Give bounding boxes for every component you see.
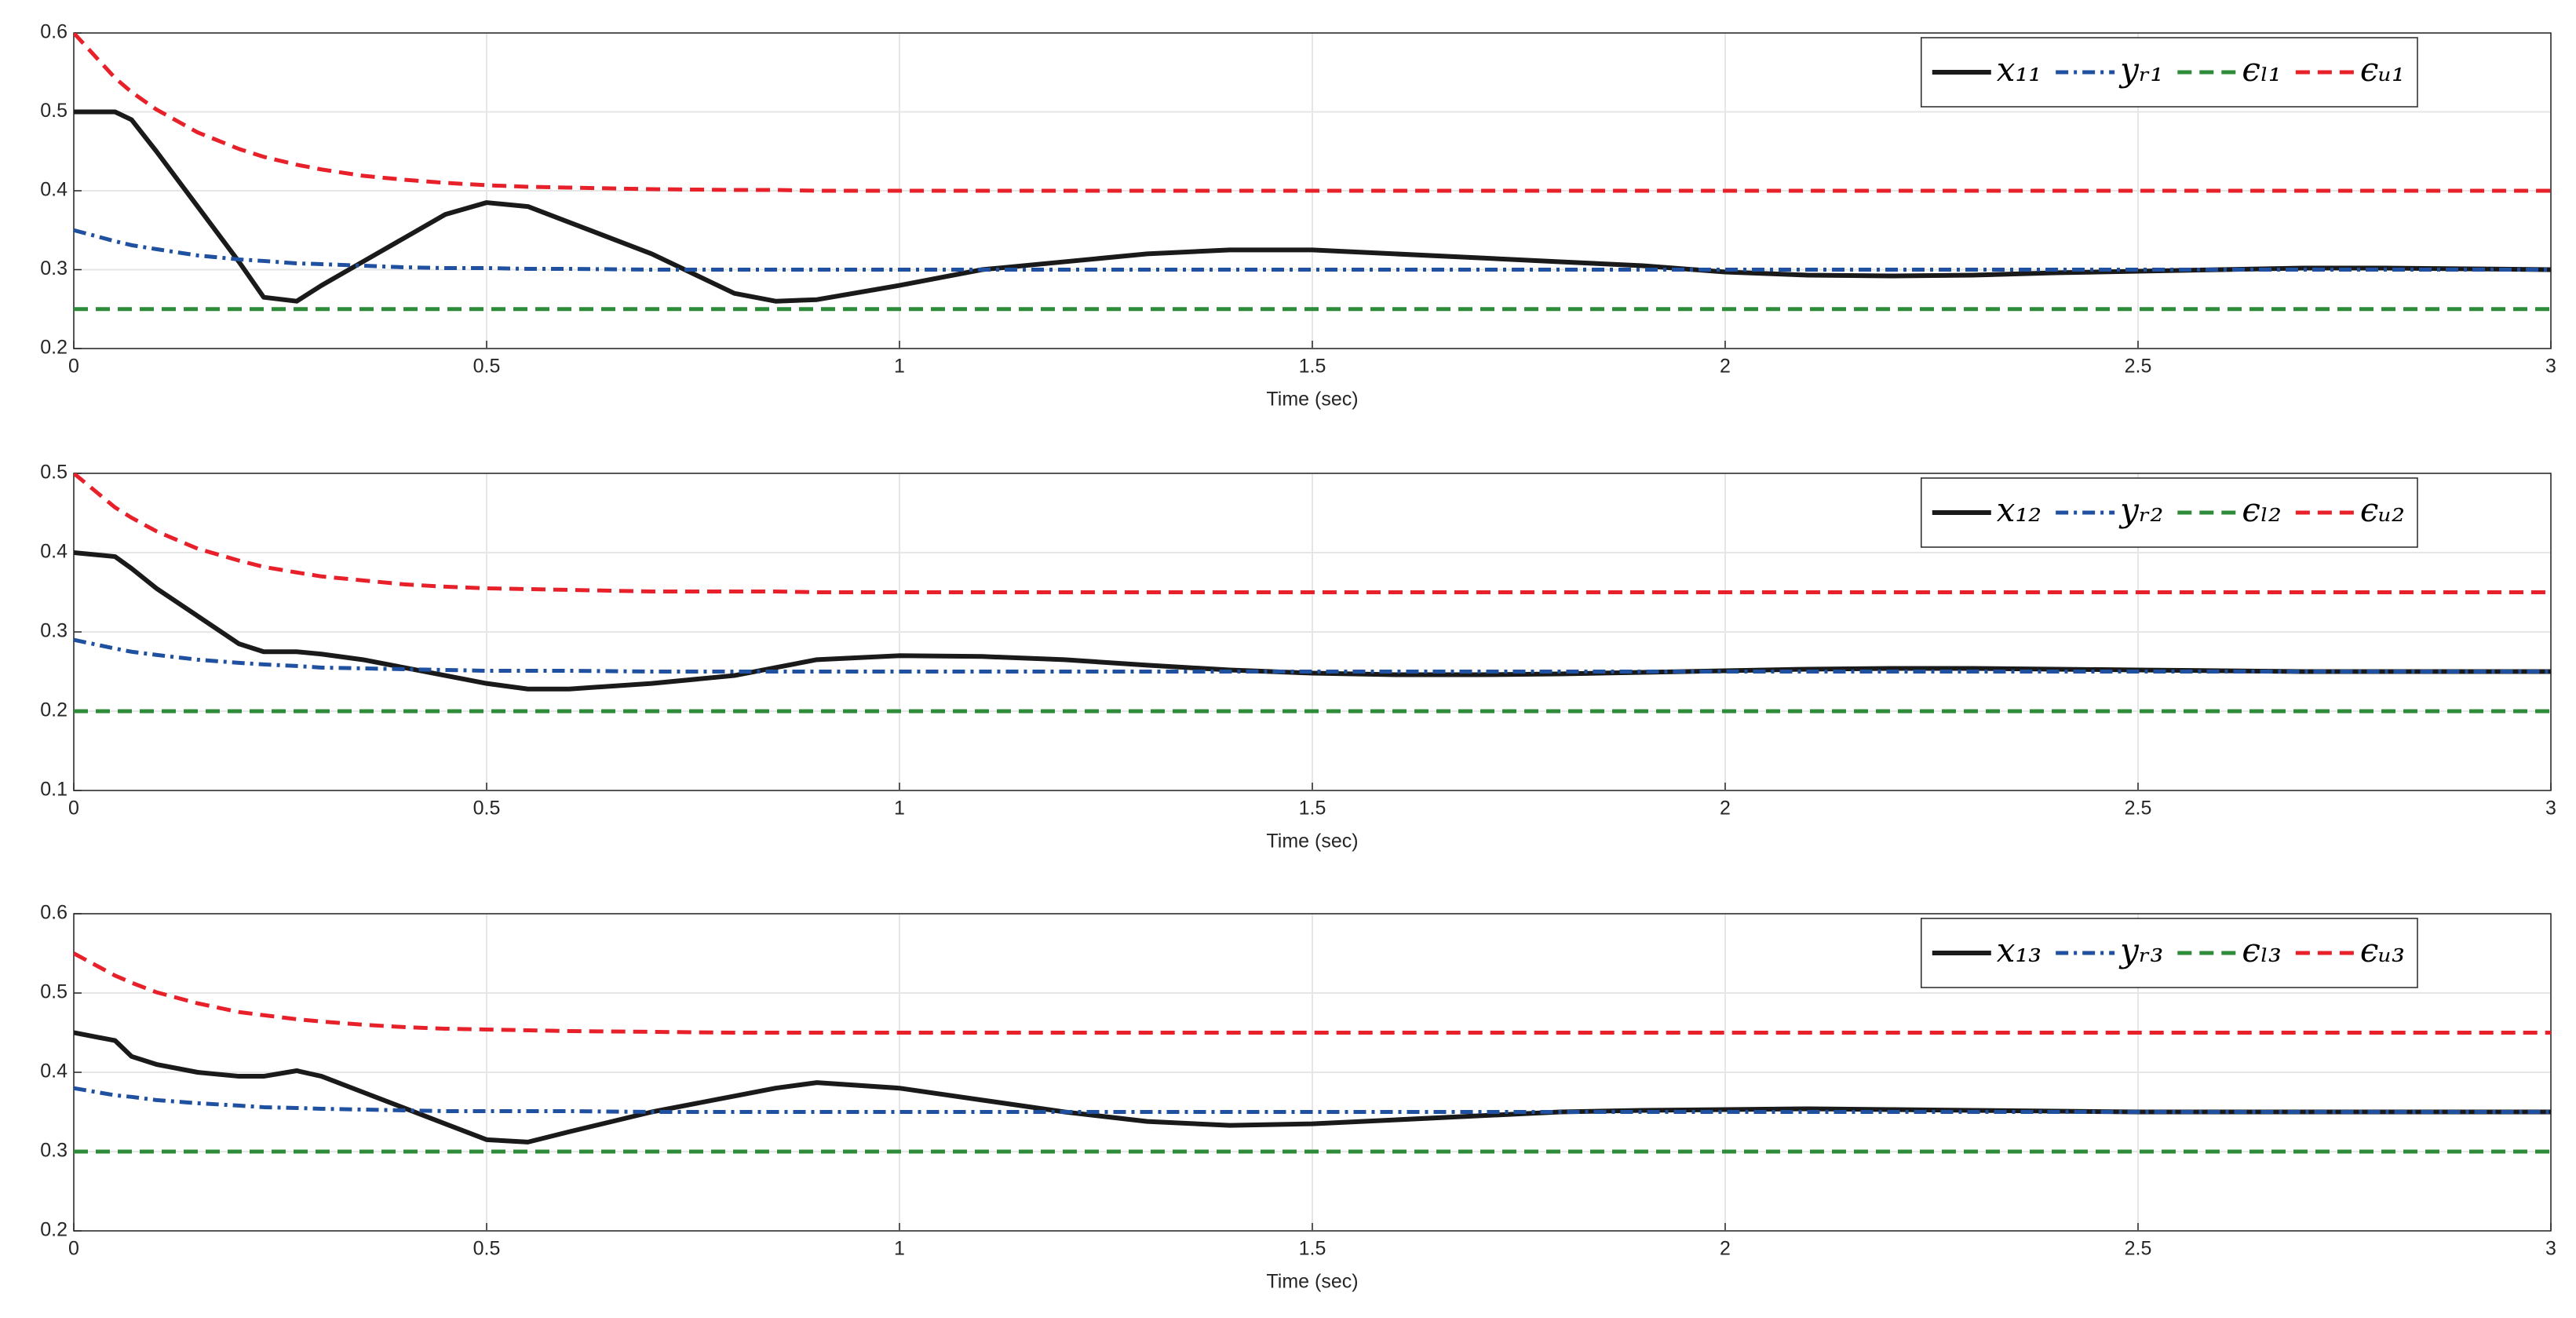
y-tick-label: 0.4 (40, 179, 68, 201)
x-tick-label: 1.5 (1299, 798, 1326, 820)
legend: x₁₁ yᵣ₁ ϵₗ₁ ϵᵤ₁ (1921, 37, 2418, 108)
x-tick-label: 2.5 (2125, 798, 2152, 820)
x-tick-label: 2.5 (2125, 1238, 2152, 1260)
legend-box (1921, 918, 2418, 988)
y-tick-label: 0.6 (40, 21, 68, 43)
y-tick-label: 0.1 (40, 779, 68, 801)
y-tick-label: 0.5 (40, 981, 68, 1003)
legend-label: yᵣ₃ (2118, 931, 2163, 969)
x-tick-label: 1.5 (1299, 356, 1326, 378)
series-line (74, 1086, 2551, 1114)
axes-box (73, 913, 2552, 1232)
x-tick-label: 2 (1720, 798, 1731, 820)
series-line (74, 33, 2551, 193)
axes-box (73, 473, 2552, 791)
axes-box (73, 32, 2552, 349)
y-tick-label: 0.5 (40, 462, 68, 484)
legend-box (1921, 477, 2418, 548)
x-tick-label: 0 (68, 1238, 79, 1260)
x-tick-label: 0.5 (473, 356, 501, 378)
x-tick-label: 0 (68, 798, 79, 820)
x-tick-label: 0.5 (473, 798, 501, 820)
y-tick-label: 0.4 (40, 1061, 68, 1083)
series-line (74, 109, 2551, 304)
y-tick-label: 0.3 (40, 257, 68, 279)
legend-label: yᵣ₁ (2118, 50, 2163, 89)
x-tick-label: 1 (894, 798, 905, 820)
legend: x₁₂ yᵣ₂ ϵₗ₂ ϵᵤ₂ (1921, 477, 2418, 548)
y-tick-label: 0.5 (40, 100, 68, 122)
x-tick-label: 0.5 (473, 1238, 501, 1260)
y-tick-label: 0.2 (40, 699, 68, 721)
x-tick-label: 1 (894, 356, 905, 378)
x-tick-label: 3 (2545, 1238, 2556, 1260)
legend-box (1921, 37, 2418, 108)
x-tick-label: 1 (894, 1238, 905, 1260)
series-line (74, 550, 2551, 692)
legend-label: ϵₗ₁ (2242, 50, 2282, 89)
x-tick-label: 3 (2545, 356, 2556, 378)
legend: x₁₃ yᵣ₃ ϵₗ₃ ϵᵤ₃ (1921, 918, 2418, 988)
x-axis-label: Time (sec) (1266, 389, 1358, 411)
legend-label: ϵᵤ₂ (2360, 491, 2405, 529)
x-tick-label: 1.5 (1299, 1238, 1326, 1260)
y-tick-label: 0.2 (40, 1219, 68, 1241)
legend-label: ϵₗ₂ (2242, 491, 2282, 529)
y-tick-label: 0.4 (40, 541, 68, 563)
y-tick-label: 0.3 (40, 620, 68, 642)
y-tick-label: 0.3 (40, 1140, 68, 1162)
x-tick-label: 2.5 (2125, 356, 2152, 378)
legend-label: x₁₂ (1997, 491, 2041, 529)
legend-label: x₁₃ (1997, 931, 2041, 969)
legend-label: ϵᵤ₁ (2360, 50, 2405, 89)
legend-label: x₁₁ (1997, 50, 2041, 89)
x-tick-label: 0 (68, 356, 79, 378)
legend-label: ϵₗ₃ (2242, 931, 2282, 969)
series-line (74, 637, 2551, 674)
legend-label: ϵᵤ₃ (2360, 931, 2405, 969)
y-tick-label: 0.6 (40, 902, 68, 924)
x-tick-label: 2 (1720, 1238, 1731, 1260)
x-axis-label: Time (sec) (1266, 1271, 1358, 1293)
legend-label: yᵣ₂ (2118, 491, 2163, 529)
x-tick-label: 2 (1720, 356, 1731, 378)
y-tick-label: 0.2 (40, 337, 68, 359)
x-tick-label: 3 (2545, 798, 2556, 820)
series-line (74, 473, 2551, 594)
x-axis-label: Time (sec) (1266, 831, 1358, 853)
